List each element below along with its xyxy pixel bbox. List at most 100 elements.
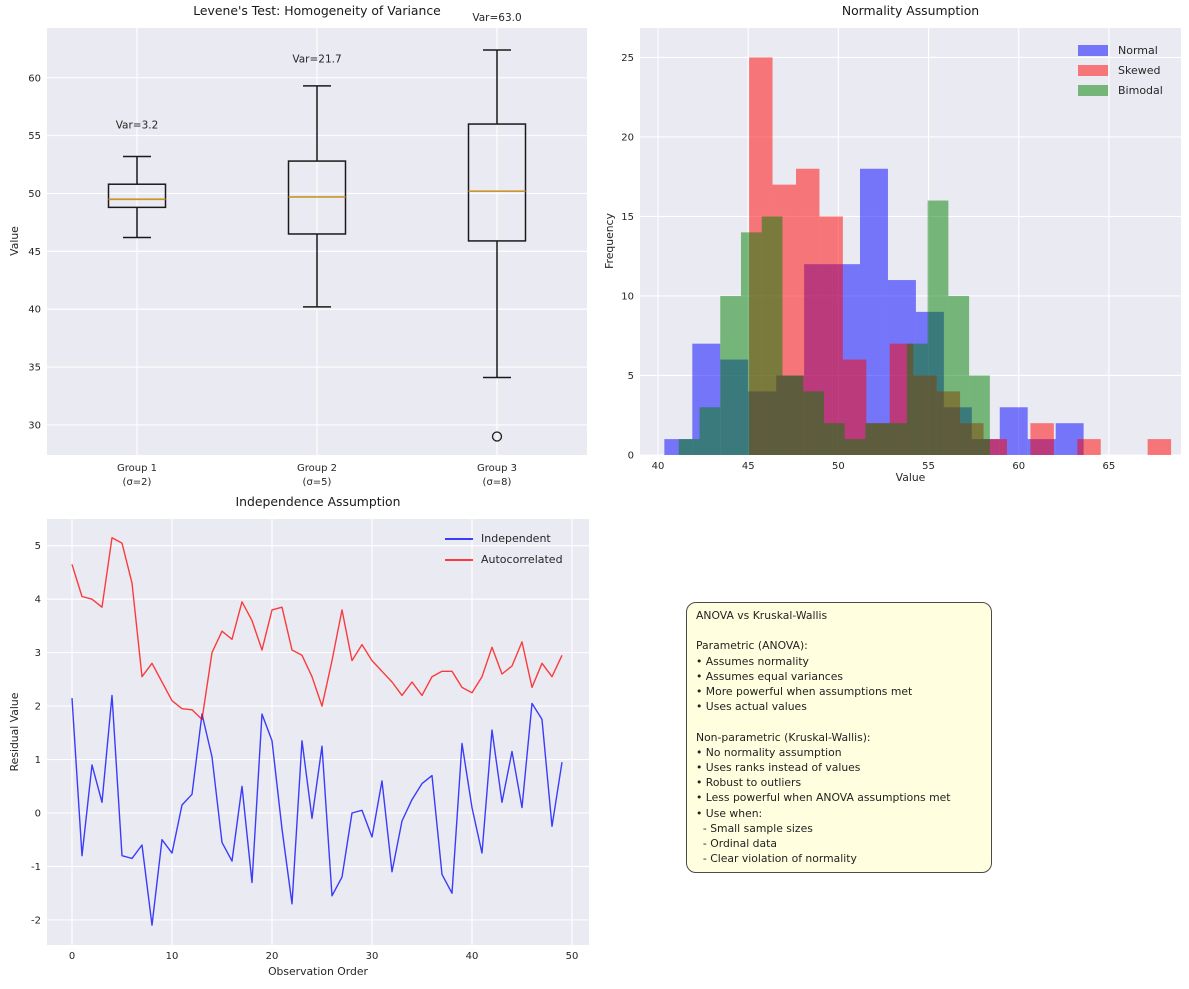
x-tick-label: 40 bbox=[466, 951, 479, 962]
hist-bar-bimodal bbox=[720, 295, 741, 455]
textbox-line: • Uses ranks instead of values bbox=[696, 761, 861, 774]
y-tick-label: 50 bbox=[28, 189, 41, 200]
legend-label: Normal bbox=[1118, 43, 1158, 57]
legend-item: Normal bbox=[1078, 40, 1163, 60]
textbox-line bbox=[696, 714, 982, 729]
histogram-ylabel: Frequency bbox=[603, 213, 616, 269]
variance-annotation: Var=63.0 bbox=[472, 12, 521, 24]
box-iqr bbox=[107, 183, 167, 209]
hist-bar-skewed bbox=[1147, 439, 1172, 455]
textbox-line: - Clear violation of normality bbox=[696, 852, 857, 866]
hist-bar-bimodal bbox=[844, 439, 866, 455]
x-tick-label: 0 bbox=[69, 951, 75, 962]
textbox-line: • More powerful when assumptions met bbox=[696, 685, 913, 698]
line-independent bbox=[71, 694, 563, 926]
y-tick-label: 60 bbox=[28, 73, 41, 84]
x-tick-label: 60 bbox=[1012, 461, 1025, 472]
outlier-point bbox=[491, 431, 503, 442]
textbox-line: • Robust to outliers bbox=[696, 776, 802, 790]
hist-bar-bimodal bbox=[927, 200, 949, 455]
legend-item: Independent bbox=[445, 528, 563, 549]
hist-bar-bimodal bbox=[740, 232, 762, 455]
legend-label: Skewed bbox=[1118, 63, 1161, 77]
category-label: Group 3 bbox=[477, 463, 517, 474]
y-tick-label: 5 bbox=[628, 371, 634, 382]
y-tick-label: 2 bbox=[35, 702, 41, 713]
textbox-line: • No normality assumption bbox=[696, 745, 842, 759]
hist-bar-bimodal bbox=[823, 423, 845, 455]
y-tick-label: 0 bbox=[628, 451, 634, 462]
hist-bar-bimodal bbox=[803, 391, 824, 455]
category-label: Group 2 bbox=[297, 463, 337, 474]
textbox-line: • Assumes normality bbox=[696, 654, 809, 668]
hist-bar-skewed bbox=[1030, 423, 1054, 455]
category-label: (σ=8) bbox=[483, 477, 512, 488]
textbox-line: - Ordinal data bbox=[696, 837, 778, 851]
y-tick-label: 30 bbox=[28, 420, 41, 431]
hist-bar-bimodal bbox=[678, 439, 700, 455]
textbox-line bbox=[696, 623, 982, 638]
textbox-line: - Small sample sizes bbox=[696, 821, 813, 835]
textbox-line: Non-parametric (Kruskal-Wallis): bbox=[696, 730, 871, 744]
y-tick-label: -1 bbox=[31, 862, 41, 873]
legend-line-swatch bbox=[445, 558, 473, 561]
y-tick-label: 10 bbox=[621, 291, 634, 302]
x-tick-label: 50 bbox=[566, 951, 579, 962]
category-label: (σ=5) bbox=[303, 477, 332, 488]
x-tick-label: 45 bbox=[742, 461, 755, 472]
hist-bar-bimodal bbox=[699, 407, 721, 455]
histogram-xlabel: Value bbox=[895, 471, 926, 484]
x-tick-label: 40 bbox=[652, 461, 665, 472]
hist-bar-skewed bbox=[842, 359, 867, 455]
linechart-legend: Independent Autocorrelated bbox=[445, 528, 563, 570]
hist-bar-skewed bbox=[1077, 439, 1101, 455]
variance-annotation: Var=21.7 bbox=[292, 54, 341, 66]
linechart-axes-bg bbox=[47, 519, 589, 945]
category-label: (σ=2) bbox=[123, 477, 152, 488]
textbox-line: Parametric (ANOVA): bbox=[696, 639, 808, 653]
line-autocorrelated bbox=[71, 537, 563, 721]
textbox-line: • Assumes equal variances bbox=[696, 669, 843, 683]
textbox-line: ANOVA vs Kruskal-Wallis bbox=[696, 609, 828, 622]
x-tick-label: 30 bbox=[366, 951, 379, 962]
anova-kruskal-textbox: ANOVA vs Kruskal-Wallis Parametric (ANOVA… bbox=[686, 602, 992, 874]
y-tick-label: 5 bbox=[35, 541, 41, 552]
y-tick-label: 4 bbox=[35, 595, 41, 606]
boxplot-ylabel: Value bbox=[8, 226, 21, 256]
hist-bar-bimodal bbox=[886, 423, 907, 455]
x-tick-label: 10 bbox=[166, 951, 179, 962]
y-tick-label: 1 bbox=[35, 755, 41, 766]
hist-bar-bimodal bbox=[969, 375, 990, 455]
hist-bar-bimodal bbox=[761, 216, 783, 455]
y-tick-label: 45 bbox=[28, 247, 41, 258]
x-tick-label: 55 bbox=[922, 461, 935, 472]
boxplot-title: Levene's Test: Homogeneity of Variance bbox=[193, 3, 441, 18]
histogram-title: Normality Assumption bbox=[841, 3, 980, 18]
hist-bar-bimodal bbox=[865, 423, 887, 455]
linechart-ylabel: Residual Value bbox=[8, 692, 21, 772]
x-tick-label: 20 bbox=[266, 951, 279, 962]
textbox-line: • Uses actual values bbox=[696, 700, 807, 714]
y-tick-label: 20 bbox=[621, 132, 634, 143]
y-tick-label: 15 bbox=[621, 212, 634, 223]
legend-item: Bimodal bbox=[1078, 80, 1163, 100]
hist-bar-bimodal bbox=[782, 375, 804, 455]
y-tick-label: 25 bbox=[621, 53, 634, 64]
histogram-legend: Normal Skewed Bimodal bbox=[1078, 40, 1163, 100]
legend-label: Bimodal bbox=[1118, 83, 1163, 97]
hist-bar-skewed bbox=[819, 216, 843, 455]
legend-label: Autocorrelated bbox=[481, 553, 563, 566]
legend-swatch bbox=[1078, 64, 1108, 76]
y-tick-label: 40 bbox=[28, 305, 41, 316]
y-tick-label: 0 bbox=[35, 808, 41, 819]
textbox-line: • Less powerful when ANOVA assumptions m… bbox=[696, 791, 951, 805]
legend-swatch bbox=[1078, 84, 1108, 96]
legend-swatch bbox=[1078, 44, 1108, 56]
y-tick-label: -2 bbox=[31, 915, 41, 926]
textbox-line: • Use when: bbox=[696, 806, 763, 820]
hist-bar-bimodal bbox=[948, 295, 970, 455]
y-tick-label: 55 bbox=[28, 131, 41, 142]
x-tick-label: 65 bbox=[1102, 461, 1115, 472]
